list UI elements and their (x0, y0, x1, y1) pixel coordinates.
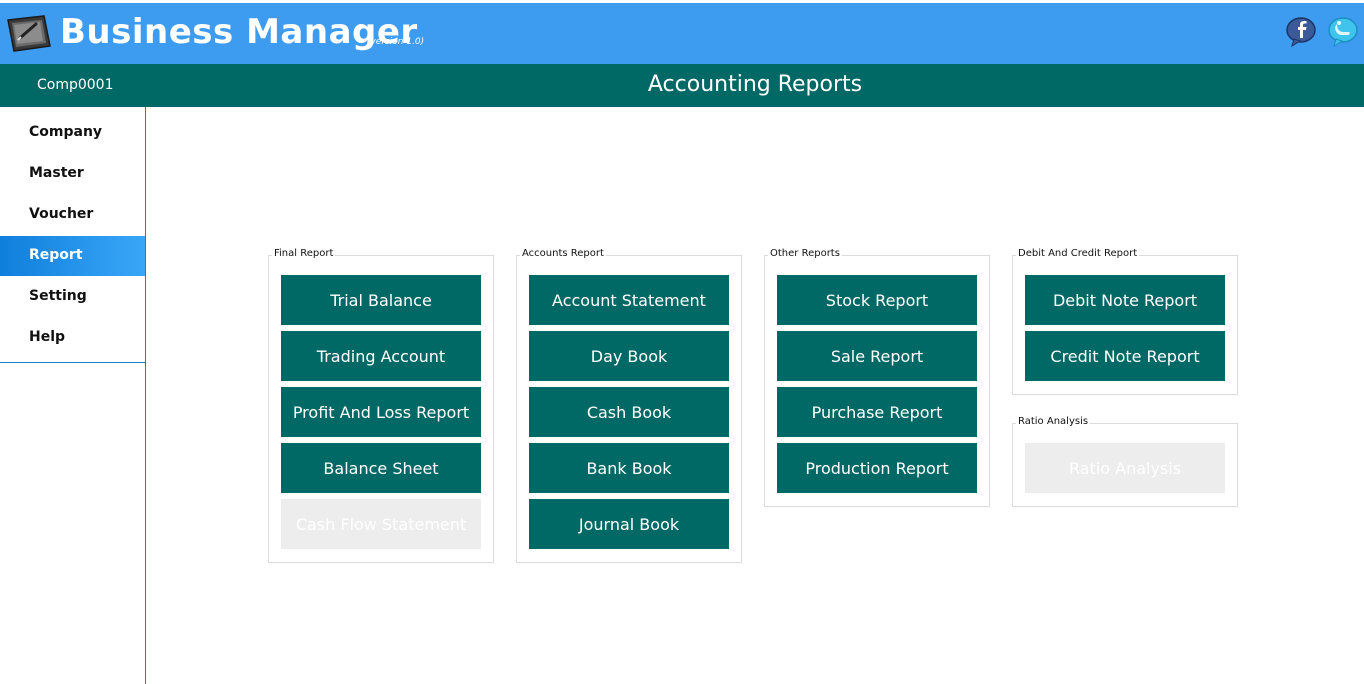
sidebar-item-company[interactable]: Company (0, 113, 145, 153)
trading-account-button[interactable]: Trading Account (281, 331, 481, 381)
bank-book-button[interactable]: Bank Book (529, 443, 729, 493)
sidebar-item-label: Master (29, 165, 84, 181)
final-report-group: Final Report Trial Balance Trading Accou… (268, 248, 494, 563)
production-report-button[interactable]: Production Report (777, 443, 977, 493)
debit-credit-report-group: Debit And Credit Report Debit Note Repor… (1012, 248, 1238, 395)
balance-sheet-button[interactable]: Balance Sheet (281, 443, 481, 493)
sidebar-item-label: Voucher (29, 206, 94, 222)
other-reports-group: Other Reports Stock Report Sale Report P… (764, 248, 990, 507)
sidebar-item-label: Setting (29, 288, 87, 304)
sidebar-item-master[interactable]: Master (0, 154, 145, 194)
purchase-report-button[interactable]: Purchase Report (777, 387, 977, 437)
credit-note-report-button[interactable]: Credit Note Report (1025, 331, 1225, 381)
sidebar-item-report[interactable]: Report (0, 236, 145, 276)
sidebar-divider (0, 362, 145, 363)
company-code: Comp0001 (37, 77, 114, 93)
group-legend: Ratio Analysis (1016, 416, 1091, 427)
header-top-border (0, 0, 1364, 3)
twitter-icon[interactable] (1327, 17, 1358, 47)
cash-flow-statement-button: Cash Flow Statement (281, 499, 481, 549)
journal-book-button[interactable]: Journal Book (529, 499, 729, 549)
account-statement-button[interactable]: Account Statement (529, 275, 729, 325)
day-book-button[interactable]: Day Book (529, 331, 729, 381)
stock-report-button[interactable]: Stock Report (777, 275, 977, 325)
group-legend: Debit And Credit Report (1016, 248, 1140, 259)
group-legend: Other Reports (768, 248, 842, 259)
facebook-icon[interactable] (1286, 17, 1317, 47)
sale-report-button[interactable]: Sale Report (777, 331, 977, 381)
group-legend: Final Report (272, 248, 336, 259)
trial-balance-button[interactable]: Trial Balance (281, 275, 481, 325)
ratio-analysis-group: Ratio Analysis Ratio Analysis (1012, 416, 1238, 507)
app-version: (version 1.0) (367, 37, 425, 47)
cash-book-button[interactable]: Cash Book (529, 387, 729, 437)
sidebar-item-label: Help (29, 329, 66, 345)
ratio-analysis-button: Ratio Analysis (1025, 443, 1225, 493)
sidebar-item-voucher[interactable]: Voucher (0, 195, 145, 235)
sidebar-item-help[interactable]: Help (0, 318, 145, 358)
sidebar-item-label: Company (29, 124, 103, 140)
app-title: Business Manager (60, 12, 418, 52)
sidebar-item-label: Report (29, 247, 83, 263)
group-legend: Accounts Report (520, 248, 606, 259)
title-bar: Comp0001 Accounting Reports (0, 64, 1364, 107)
profit-and-loss-report-button[interactable]: Profit And Loss Report (281, 387, 481, 437)
tablet-pen-icon (7, 15, 51, 52)
app-header: Business Manager (version 1.0) (0, 0, 1364, 64)
accounts-report-group: Accounts Report Account Statement Day Bo… (516, 248, 742, 563)
sidebar-item-setting[interactable]: Setting (0, 277, 145, 317)
sidebar-nav: Company Master Voucher Report Setting He… (0, 107, 146, 684)
page-title: Accounting Reports (647, 72, 863, 97)
debit-note-report-button[interactable]: Debit Note Report (1025, 275, 1225, 325)
